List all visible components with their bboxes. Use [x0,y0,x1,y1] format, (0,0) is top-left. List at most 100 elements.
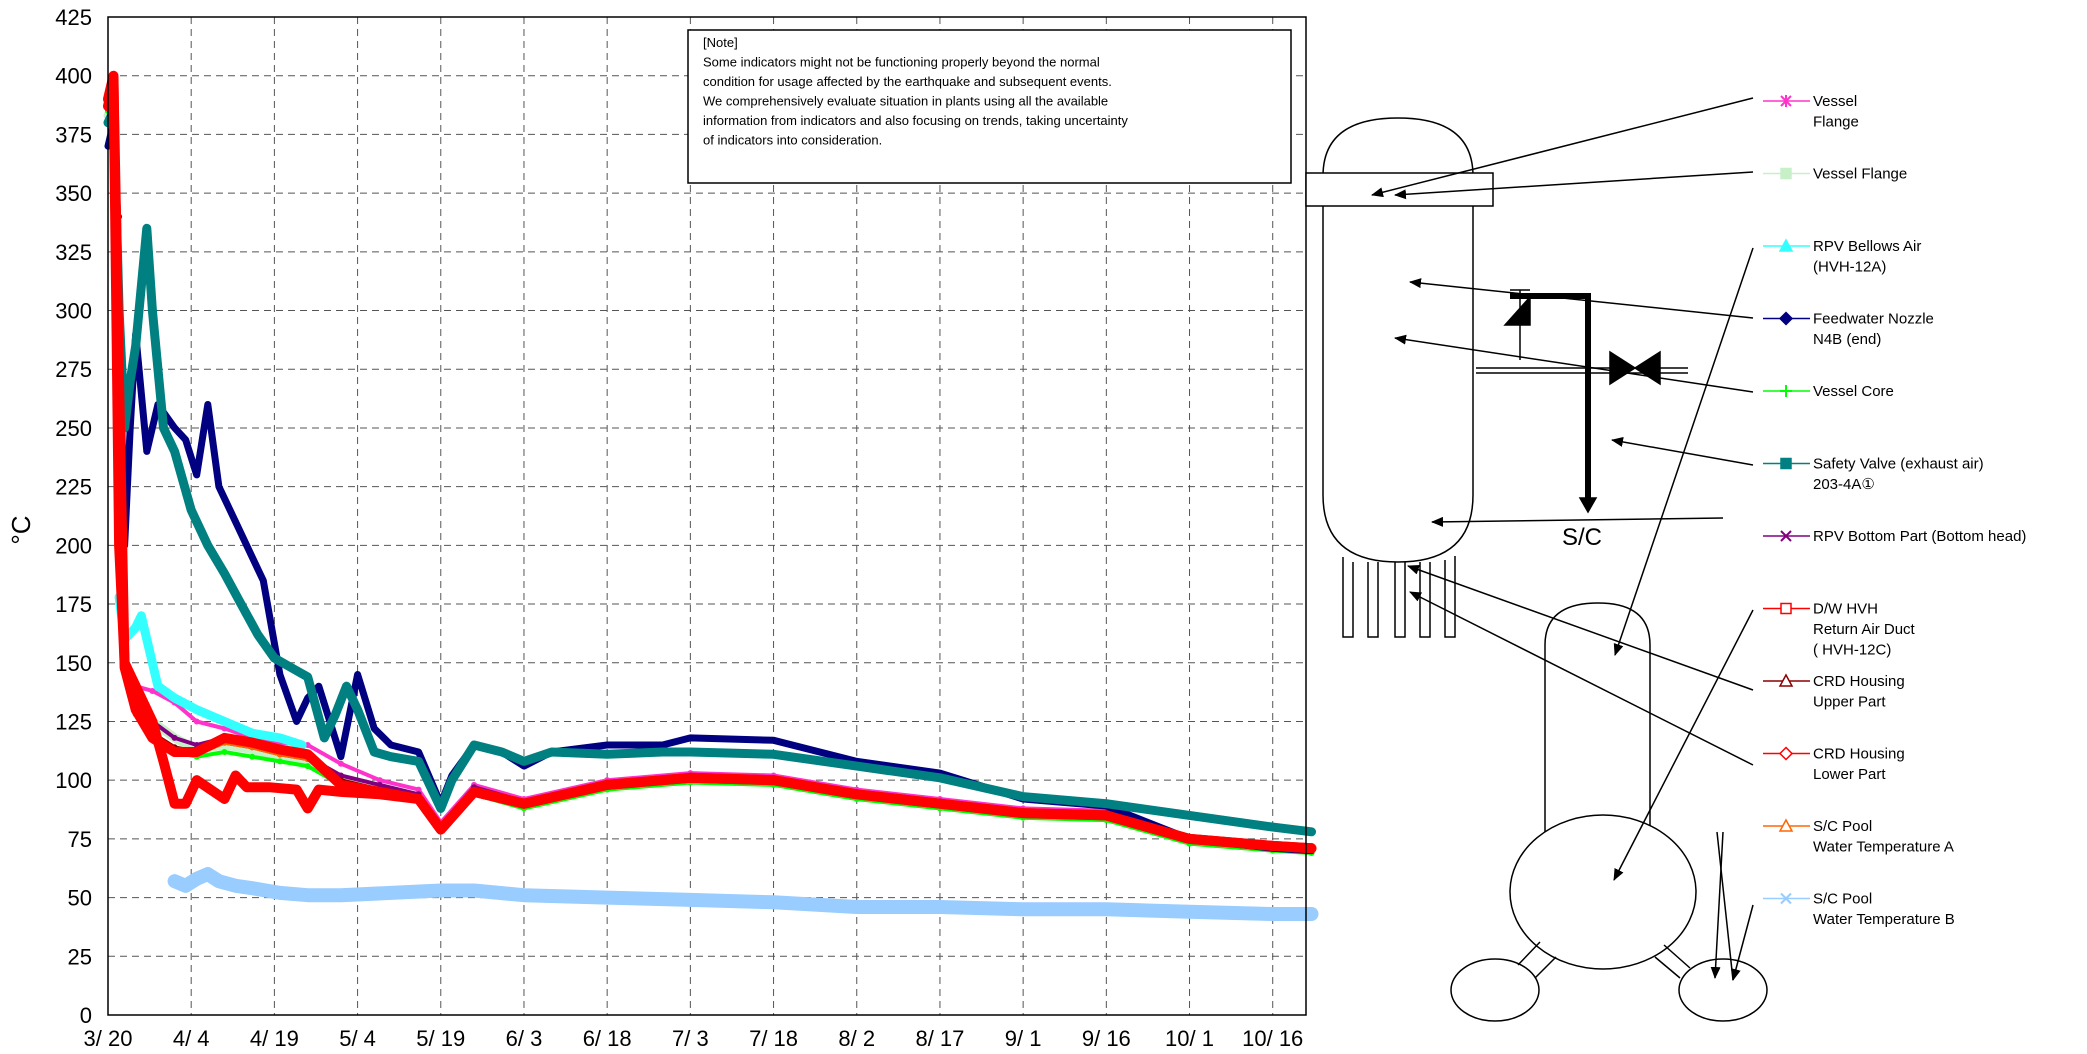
legend-label: Lower Part [1813,766,1886,783]
y-tick-label: 325 [55,240,92,265]
data-point [770,751,777,758]
y-tick-label: 75 [68,827,92,852]
data-point [415,786,422,793]
data-point [249,730,256,737]
data-point [321,734,328,741]
legend-label: (HVH-12A) [1813,259,1886,276]
data-point [304,763,311,770]
legend-item: S/C Pool Water Temperature A [1763,818,1954,856]
pointer-arrow [1431,516,1724,527]
data-point [127,377,134,384]
data-point [265,784,272,791]
note-line: Some indicators might not be functioning… [703,55,1100,70]
data-point [221,570,228,577]
legend-label: Vessel [1813,93,1857,110]
x-tick-label: 4/ 19 [250,1026,299,1051]
data-point [249,753,256,760]
x-tick-label: 6/ 3 [506,1026,543,1051]
data-point [1269,911,1276,918]
legend-marker [1778,673,1794,687]
sc-label: S/C [1562,524,1602,551]
legend-marker [1780,892,1792,905]
series-line [103,70,1317,854]
reactor-diagram [1305,117,1768,1022]
data-point [171,694,178,701]
data-point [387,889,394,896]
srv-valve [1503,295,1531,326]
data-point [193,706,200,713]
series-line [106,83,1314,851]
data-point [687,896,694,903]
data-point [1308,845,1315,852]
y-tick-label: 350 [55,181,92,206]
data-point [160,758,167,765]
legend-label: N4B (end) [1813,331,1881,348]
legend-marker [1780,167,1792,180]
pointer-arrow [1394,171,1754,200]
data-point [299,741,306,748]
data-point [293,718,300,725]
x-tick-label: 10/ 1 [1165,1026,1214,1051]
x-tick-label: 4/ 4 [173,1026,210,1051]
x-tick-label: 9/ 16 [1082,1026,1131,1051]
data-point [687,734,694,741]
x-tick-label: 10/ 16 [1242,1026,1303,1051]
data-point [853,763,860,770]
data-point [171,424,178,431]
data-point [1186,908,1193,915]
data-point [304,805,311,812]
data-point [204,871,211,878]
data-point [249,554,256,561]
x-tick-label: 5/ 19 [416,1026,465,1051]
data-point [1103,906,1110,913]
suppression-chamber-column [1544,602,1651,862]
data-point [276,746,283,753]
data-point [770,777,777,784]
data-point [337,781,344,788]
srv-line [1510,293,1591,500]
isolation-valve [1609,350,1661,386]
series-layer [103,70,1319,921]
y-tick-label: 225 [55,475,92,500]
y-tick-label: 250 [55,416,92,441]
data-point [520,758,527,765]
data-point [1103,800,1110,807]
data-point [193,875,200,882]
data-point [448,777,455,784]
data-point [936,800,943,807]
data-point [604,781,611,788]
data-point [116,377,123,384]
legend-item: CRD Housing Upper Part [1763,673,1905,711]
pointer-arrow [1731,904,1754,981]
note-line: condition for usage affected by the eart… [703,74,1112,89]
y-tick-label: 125 [55,709,92,734]
series-line [167,867,1319,921]
data-point [293,786,300,793]
data-point [1020,793,1027,800]
pointer-arrow [1710,831,1724,979]
legend-item: Feedwater Nozzle N4B (end) [1763,311,1934,348]
data-point [376,781,383,788]
y-tick-label: 400 [55,64,92,89]
legend-label: Water Temperature B [1813,911,1955,928]
legend-item: Vessel Flange [1763,166,1907,183]
legend-label: Feedwater Nozzle [1813,311,1934,328]
data-point [110,72,117,79]
y-tick-label: 275 [55,357,92,382]
note-line: [Note] [703,35,738,50]
data-point [204,542,211,549]
series-line [106,97,1314,848]
data-point [132,706,139,713]
suppression-chamber-torus [1509,814,1697,970]
legend-label: Flange [1813,114,1859,131]
data-point [188,507,195,514]
data-point [354,671,361,678]
y-tick-label: 425 [55,5,92,30]
data-point [415,795,422,802]
data-point [354,706,361,713]
data-point [387,741,394,748]
torus-links [1517,941,1691,979]
y-tick-label: 150 [55,651,92,676]
